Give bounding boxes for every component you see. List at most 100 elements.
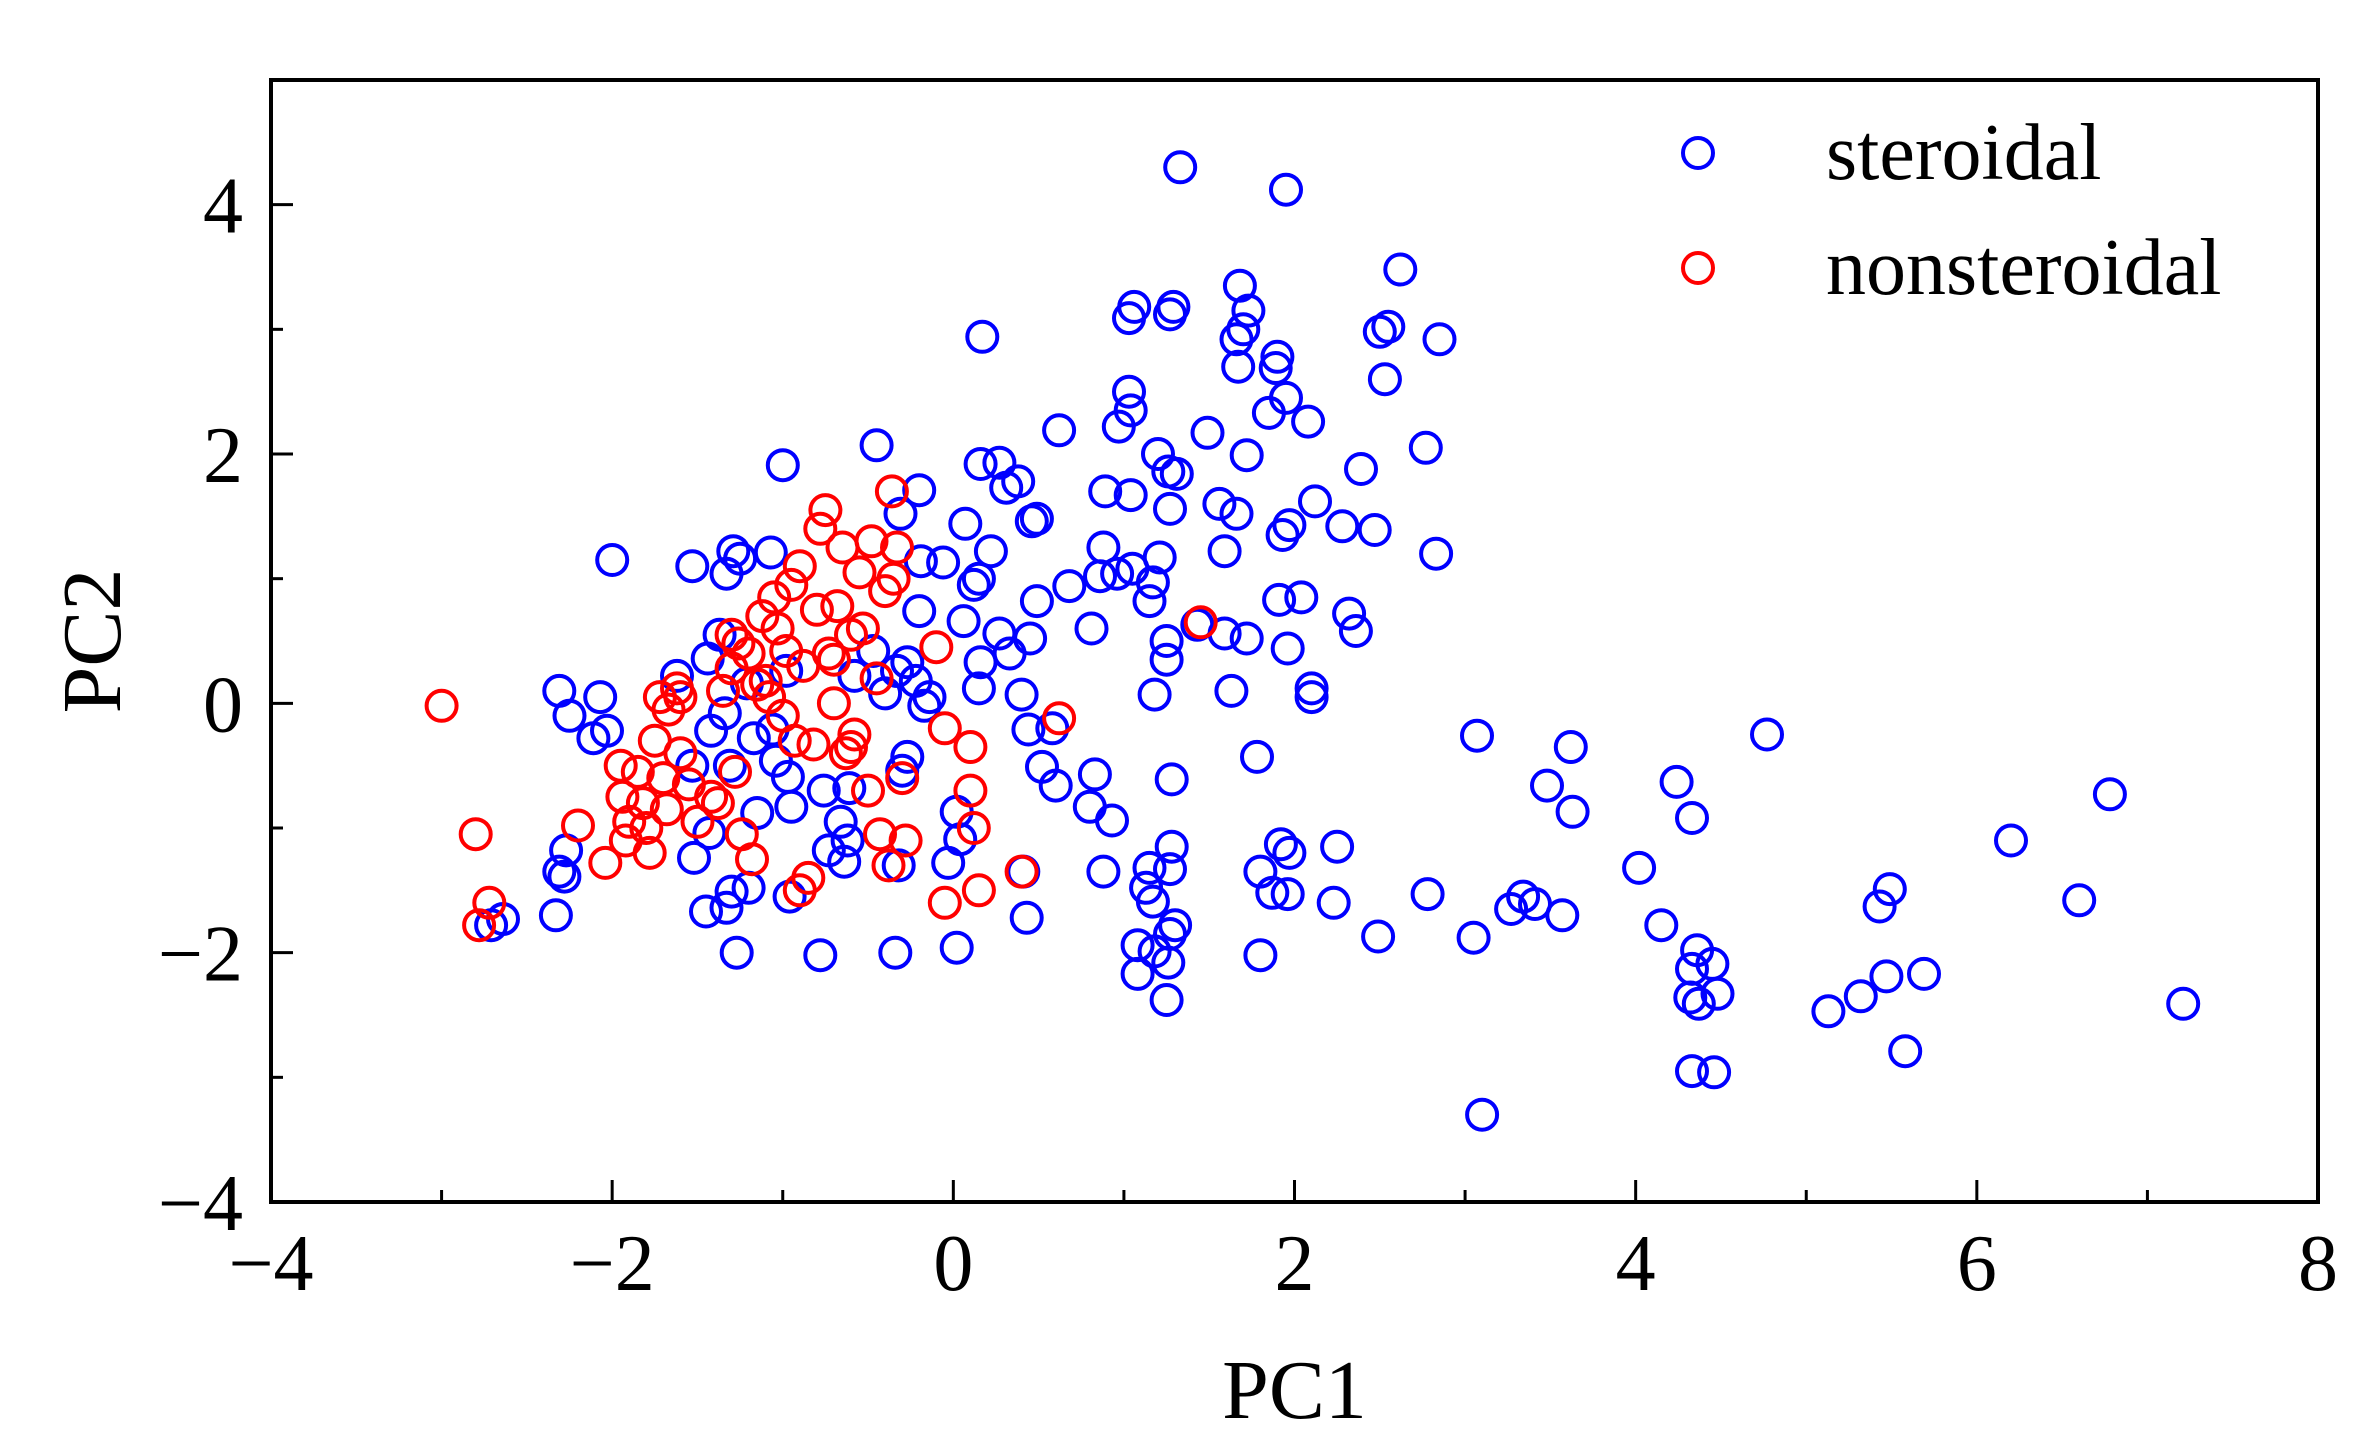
steroidal-point: [1383, 252, 1418, 287]
steroidal-point: [939, 794, 974, 829]
nonsteroidal-point: [462, 908, 497, 943]
steroidal-point: [902, 473, 937, 508]
steroidal-point: [547, 859, 582, 894]
steroidal-point: [1869, 959, 1904, 994]
steroidal-point: [1269, 172, 1303, 207]
nonsteroidal-point: [816, 686, 851, 721]
nonsteroidal-point: [885, 761, 920, 796]
steroidal-point: [694, 713, 729, 748]
nonsteroidal-point: [649, 792, 684, 827]
steroidal-point: [1697, 1055, 1732, 1090]
steroidal-point: [832, 771, 867, 806]
steroidal-point: [1673, 980, 1708, 1015]
nonsteroidal-point: [854, 524, 889, 559]
steroidal-point: [1260, 339, 1295, 374]
nonsteroidal-point: [796, 727, 831, 762]
steroidal-point: [1149, 642, 1184, 677]
steroidal-point: [1004, 677, 1039, 712]
steroidal-point: [1344, 452, 1378, 486]
nonsteroidal-point: [632, 835, 667, 870]
steroidal-point: [1149, 983, 1184, 1017]
steroidal-point: [1163, 150, 1198, 185]
y-axis: −4 −2 0 2 4: [158, 163, 293, 1248]
steroidal-point: [1086, 854, 1121, 889]
nonsteroidal-point: [774, 567, 809, 602]
steroidal-point: [1644, 908, 1679, 943]
nonsteroidal-point: [799, 592, 834, 627]
steroidal-point: [1120, 956, 1155, 991]
steroidal-point: [1422, 322, 1457, 357]
x-tick-label: 0: [933, 1220, 973, 1308]
steroidal-point: [931, 845, 966, 880]
steroidal-point: [1052, 569, 1087, 604]
steroidal-point: [709, 556, 744, 591]
steroidal-point: [902, 594, 937, 629]
steroidal-point: [1112, 374, 1146, 409]
steroidal-point: [898, 663, 933, 698]
nonsteroidal-point: [816, 642, 851, 677]
steroidal-point: [1154, 762, 1189, 797]
steroidal-point: [989, 470, 1024, 505]
nonsteroidal-point: [760, 611, 795, 646]
steroidal-point: [1100, 556, 1135, 591]
steroidal-point: [827, 844, 862, 879]
steroidal-point: [1154, 829, 1189, 864]
steroidal-point: [1011, 712, 1046, 747]
x-tick-label: 4: [1616, 1220, 1656, 1308]
steroidal-point: [963, 447, 998, 481]
steroidal-point: [982, 445, 1017, 480]
steroidal-point: [660, 658, 694, 693]
steroidal-point: [956, 567, 991, 602]
steroidal-point: [1101, 409, 1136, 444]
steroidal-point: [1207, 534, 1242, 569]
y-tick-label: −4: [158, 1160, 243, 1248]
nonsteroidal-point: [888, 823, 923, 858]
steroidal-point: [1408, 430, 1443, 465]
nonsteroidal-point: [458, 817, 493, 852]
steroidal-point: [552, 698, 587, 733]
steroidal-point: [881, 848, 916, 883]
steroidal-point: [740, 796, 775, 830]
steroidal-point: [946, 604, 981, 639]
nonsteroidal-point: [842, 555, 877, 590]
steroidal-point: [883, 496, 918, 531]
nonsteroidal-point: [961, 873, 996, 908]
steroidal-point: [1038, 768, 1073, 803]
steroidal-point: [1035, 711, 1070, 746]
nonsteroidal-point: [663, 680, 698, 715]
nonsteroidal-point: [919, 630, 954, 665]
steroidal-point: [890, 645, 925, 680]
steroidal-point: [963, 645, 998, 680]
steroidal-point: [1226, 312, 1261, 347]
nonsteroidal-point: [625, 786, 660, 821]
nonsteroidal-point: [588, 845, 623, 880]
steroidal-point: [1750, 717, 1784, 752]
steroidal-point: [1137, 677, 1172, 712]
steroidal-point: [1494, 892, 1529, 926]
steroidal-point: [753, 535, 788, 570]
y-axis-label: PC2: [46, 569, 139, 714]
nonsteroidal-point: [694, 779, 729, 814]
steroidal-point: [716, 534, 751, 569]
steroidal-point: [1153, 491, 1187, 526]
steroidal-point: [830, 823, 865, 858]
steroidal-point: [1019, 584, 1054, 619]
steroidal-point: [1272, 508, 1307, 543]
data-points: [424, 150, 2201, 1132]
steroidal-point: [1251, 395, 1286, 430]
steroidal-point: [1265, 518, 1300, 552]
nonsteroidal-point: [629, 811, 664, 845]
steroidal-point: [1072, 789, 1107, 824]
steroidal-point: [1553, 730, 1588, 764]
x-tick-label: −4: [228, 1220, 313, 1308]
steroidal-point: [1681, 986, 1716, 1021]
steroidal-point: [1325, 509, 1360, 544]
nonsteroidal-point: [561, 808, 595, 843]
steroidal-point: [878, 935, 913, 970]
steroidal-point: [1042, 413, 1077, 448]
steroidal-point: [1240, 739, 1274, 774]
steroidal-point: [1456, 920, 1491, 955]
steroidal-point: [1258, 351, 1293, 385]
steroidal-point: [774, 789, 809, 824]
